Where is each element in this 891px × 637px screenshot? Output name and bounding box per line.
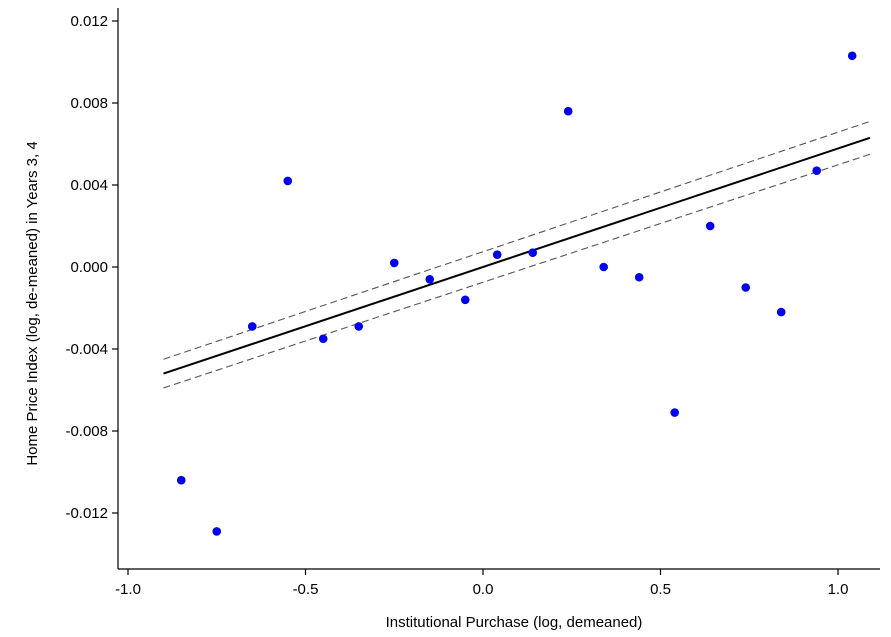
data-point: [492, 250, 502, 259]
data-point: [318, 334, 328, 344]
x-tick-label: 0.5: [650, 581, 671, 598]
data-point: [705, 221, 715, 231]
y-tick-label: 0.012: [70, 13, 108, 30]
fit-line: [163, 136, 871, 375]
x-tick-label: 0.0: [473, 581, 494, 598]
data-point: [776, 307, 786, 317]
data-point: [847, 51, 857, 61]
x-tick-label: 1.0: [828, 581, 849, 598]
data-points: [176, 51, 857, 536]
x-axis-title: Institutional Purchase (log, demeaned): [386, 614, 643, 631]
ci-lower-line: [163, 153, 871, 389]
y-axis-title: Home Price Index (log, de-meaned) in Yea…: [24, 141, 41, 465]
data-point: [528, 248, 537, 257]
y-tick-label: -0.004: [65, 341, 108, 358]
y-tick-label: -0.008: [65, 423, 108, 440]
data-point: [812, 166, 821, 175]
y-tick-label: 0.004: [70, 177, 108, 194]
data-point: [389, 258, 399, 268]
y-tick-label: 0.008: [70, 95, 108, 112]
data-point: [425, 275, 435, 284]
data-point: [176, 475, 186, 485]
x-tick-label: -0.5: [293, 581, 319, 598]
data-point: [599, 262, 608, 272]
axes: [112, 8, 880, 575]
tick-labels: -0.012 -0.008 -0.004 0.000 0.004 0.008 0.012 -1…: [65, 13, 848, 598]
data-point: [247, 322, 257, 331]
ci-upper-line: [163, 120, 871, 360]
data-point: [634, 272, 644, 282]
data-point: [460, 295, 470, 305]
data-point: [741, 283, 750, 292]
data-point: [212, 527, 222, 536]
x-tick-label: -1.0: [115, 581, 141, 598]
y-tick-label: 0.000: [70, 259, 108, 276]
data-point: [283, 176, 293, 186]
y-tick-label: -0.012: [65, 505, 108, 522]
confidence-interval-lines: [163, 120, 871, 389]
data-point: [354, 322, 364, 331]
data-point: [670, 408, 679, 417]
data-point: [563, 106, 573, 116]
fit-line-group: [163, 136, 871, 375]
